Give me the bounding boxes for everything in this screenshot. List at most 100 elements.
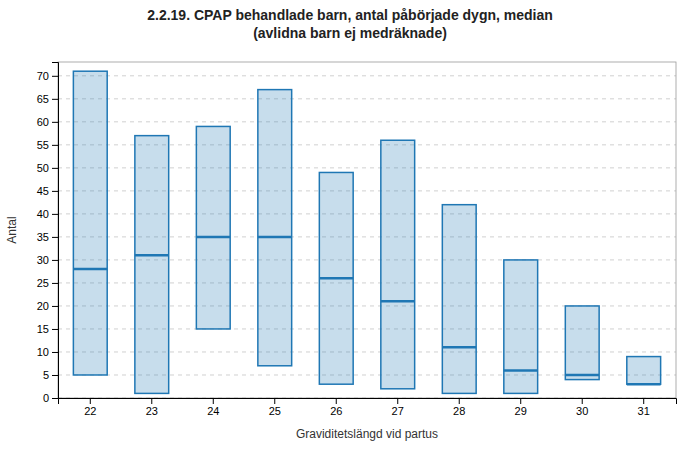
y-tick: 60 bbox=[37, 116, 58, 128]
y-tick-label: 30 bbox=[37, 254, 49, 266]
box-body bbox=[504, 260, 538, 393]
box bbox=[381, 140, 415, 389]
y-tick: 55 bbox=[37, 139, 58, 151]
box bbox=[258, 90, 292, 366]
y-tick: 50 bbox=[37, 162, 58, 174]
box bbox=[319, 172, 353, 384]
grid-line bbox=[58, 121, 676, 122]
y-tick-mark bbox=[52, 260, 58, 261]
box-body bbox=[258, 90, 292, 366]
plot-frame bbox=[58, 62, 676, 398]
x-tick: 22 bbox=[84, 398, 96, 417]
x-tick-label: 26 bbox=[330, 405, 342, 417]
y-tick-label: 60 bbox=[37, 116, 49, 128]
box-body bbox=[381, 140, 415, 389]
y-tick-mark bbox=[52, 398, 58, 399]
box-body bbox=[565, 306, 599, 380]
box-median bbox=[504, 369, 538, 372]
box bbox=[627, 357, 661, 385]
y-tick: 35 bbox=[37, 231, 58, 243]
y-tick-label: 70 bbox=[37, 70, 49, 82]
y-tick: 45 bbox=[37, 185, 58, 197]
x-tick: 30 bbox=[576, 398, 588, 417]
y-tick-mark bbox=[52, 352, 58, 353]
y-axis: 0 5 10 15 20 25 30 35 40 45 50 55 60 65 70 bbox=[37, 63, 59, 405]
x-tick: 25 bbox=[269, 398, 281, 417]
y-tick-label: 0 bbox=[43, 392, 49, 404]
box-body bbox=[73, 71, 107, 375]
box-median bbox=[73, 268, 107, 271]
y-tick-label: 55 bbox=[37, 139, 49, 151]
y-axis-line bbox=[52, 63, 59, 399]
box bbox=[442, 205, 476, 394]
x-tick-mark bbox=[90, 398, 91, 404]
x-tick-label: 25 bbox=[269, 405, 281, 417]
x-tick-label: 29 bbox=[515, 405, 527, 417]
y-tick-mark bbox=[52, 375, 58, 376]
boxes bbox=[73, 71, 660, 393]
x-tick-label: 22 bbox=[84, 405, 96, 417]
box bbox=[565, 306, 599, 380]
box-median bbox=[135, 254, 169, 257]
box-median bbox=[381, 300, 415, 303]
y-tick: 25 bbox=[37, 277, 58, 289]
grid-line bbox=[58, 75, 676, 76]
y-tick-mark bbox=[52, 168, 58, 169]
x-tick: 26 bbox=[330, 398, 342, 417]
x-tick-label: 27 bbox=[392, 405, 404, 417]
y-tick: 10 bbox=[37, 346, 58, 358]
x-axis-title: Graviditetslängd vid partus bbox=[296, 427, 438, 441]
x-tick-mark bbox=[151, 398, 152, 404]
box bbox=[73, 71, 107, 375]
box-body bbox=[627, 357, 661, 385]
x-tick: 28 bbox=[453, 398, 465, 417]
y-axis-title: Antal bbox=[5, 216, 19, 243]
box bbox=[504, 260, 538, 393]
x-tick-label: 31 bbox=[638, 405, 650, 417]
y-tick-mark bbox=[52, 306, 58, 307]
box-median bbox=[442, 346, 476, 349]
x-tick: 27 bbox=[392, 398, 404, 417]
y-tick: 70 bbox=[37, 70, 58, 82]
x-tick: 31 bbox=[638, 398, 650, 417]
grid-line bbox=[58, 98, 676, 99]
y-tick-label: 40 bbox=[37, 208, 49, 220]
x-tick: 23 bbox=[146, 398, 158, 417]
y-tick-mark bbox=[52, 122, 58, 123]
y-tick-label: 20 bbox=[37, 300, 49, 312]
x-tick-mark bbox=[643, 398, 644, 404]
box-median bbox=[196, 236, 230, 239]
x-tick-label: 28 bbox=[453, 405, 465, 417]
x-tick: 24 bbox=[207, 398, 219, 417]
y-tick-mark bbox=[52, 329, 58, 330]
x-tick-label: 23 bbox=[146, 405, 158, 417]
y-tick-label: 45 bbox=[37, 185, 49, 197]
box-body bbox=[135, 136, 169, 394]
plot-area: 0 5 10 15 20 25 30 35 40 45 50 55 60 65 70 22 23 24 25 26 27… bbox=[37, 62, 677, 417]
y-tick-mark bbox=[52, 237, 58, 238]
y-tick-label: 15 bbox=[37, 323, 49, 335]
box-median bbox=[627, 383, 661, 386]
y-tick: 65 bbox=[37, 93, 58, 105]
y-tick-mark bbox=[52, 191, 58, 192]
box bbox=[196, 126, 230, 329]
y-tick: 0 bbox=[43, 392, 58, 404]
box-body bbox=[319, 172, 353, 384]
y-tick: 20 bbox=[37, 300, 58, 312]
box-body bbox=[442, 205, 476, 394]
y-tick-mark bbox=[52, 76, 58, 77]
x-axis: 22 23 24 25 26 27 28 29 30 31 bbox=[59, 398, 677, 417]
y-tick-label: 10 bbox=[37, 346, 49, 358]
y-tick-label: 35 bbox=[37, 231, 49, 243]
box bbox=[135, 136, 169, 394]
y-tick-mark bbox=[52, 99, 58, 100]
y-tick-label: 25 bbox=[37, 277, 49, 289]
x-tick-mark bbox=[336, 398, 337, 404]
x-tick-label: 24 bbox=[207, 405, 219, 417]
box-median bbox=[258, 236, 292, 239]
y-tick-label: 50 bbox=[37, 162, 49, 174]
y-tick-label: 5 bbox=[43, 369, 49, 381]
chart: 0 5 10 15 20 25 30 35 40 45 50 55 60 65 70 22 23 24 25 26 27… bbox=[0, 0, 700, 450]
grid bbox=[58, 76, 676, 398]
x-axis-line bbox=[59, 399, 677, 405]
